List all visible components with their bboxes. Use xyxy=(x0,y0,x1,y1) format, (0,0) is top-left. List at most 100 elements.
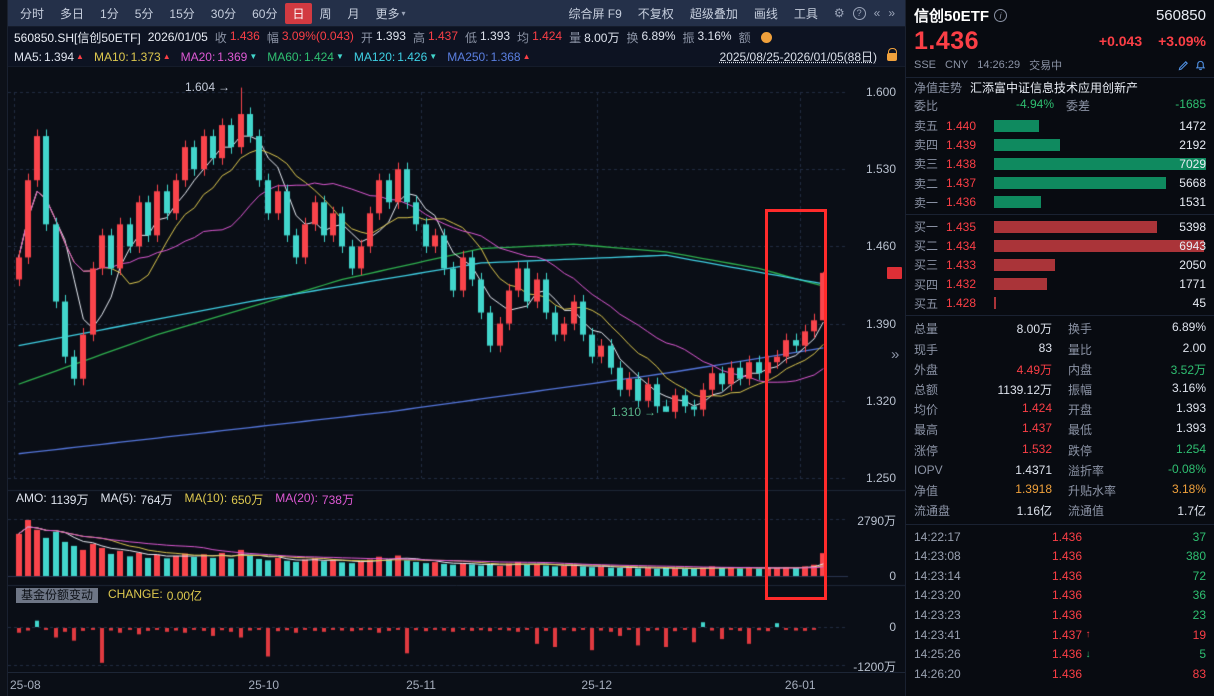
orderbook-price[interactable]: 1.435 xyxy=(946,219,977,234)
period-tab-7[interactable]: 日 xyxy=(285,2,312,24)
quote-field-7: 换 6.89% xyxy=(626,29,675,46)
tick-row: 14:23:20 1.436 36 xyxy=(906,586,1214,606)
quote-field-value: 1.393 xyxy=(375,28,406,43)
help-icon[interactable]: ? xyxy=(852,6,866,20)
orderbook-price[interactable]: 1.438 xyxy=(946,156,977,171)
price-change-pct: +3.09% xyxy=(1158,33,1206,49)
stat-label: 外盘 xyxy=(914,362,939,377)
stat-label: 涨停 xyxy=(914,443,939,458)
toolbar-button-1[interactable]: 不复权 xyxy=(637,6,674,21)
period-tab-label: 周 xyxy=(319,6,332,21)
depth-bar xyxy=(994,220,1158,233)
stat-value: 1.16亿 xyxy=(1016,504,1052,519)
stat-label: 流通盘 xyxy=(914,504,951,519)
period-tab-0[interactable]: 分时 xyxy=(12,3,52,24)
x-axis-label: 25-12 xyxy=(581,678,613,692)
volume-legend-value: 1139万 xyxy=(50,493,89,507)
tick-row: 14:23:14 1.436 72 xyxy=(906,566,1214,586)
period-tab-6[interactable]: 60分 xyxy=(244,3,285,24)
stat-label: 最高 xyxy=(914,423,939,438)
tick-arrow-icon: ↓ xyxy=(1085,648,1091,660)
ma-item-1: MA10: 1.373 ▲ xyxy=(94,50,171,64)
orderbook-price[interactable]: 1.434 xyxy=(946,238,977,253)
quote-field-label: 换 xyxy=(626,30,639,45)
nav-label: 净值走势 xyxy=(914,80,963,95)
info-icon[interactable]: i xyxy=(994,9,1008,22)
ma-indicator-bar: MA5: 1.394 ▲ MA10: 1.373 ▲ MA20: 1.369 ▼ MA60: 1.4… xyxy=(8,47,905,67)
candlestick-canvas[interactable] xyxy=(8,67,905,672)
ma-item-2: MA20: 1.369 ▼ xyxy=(181,50,258,64)
fund-axis-zero: 0 xyxy=(889,620,896,634)
orderbook-price[interactable]: 1.428 xyxy=(946,296,977,311)
volume-legend-value: 650万 xyxy=(231,493,264,507)
orderbook-price[interactable]: 1.439 xyxy=(946,137,977,152)
period-tab-8[interactable]: 周 xyxy=(312,3,340,24)
toolbar-button-3[interactable]: 画线 xyxy=(753,6,778,21)
stat-cell: 均价 1.424 xyxy=(906,401,1060,418)
tick-volume: 19 xyxy=(1192,627,1206,642)
period-tab-3[interactable]: 5分 xyxy=(127,3,162,24)
period-tab-10[interactable]: 更多 ▾ xyxy=(368,3,414,24)
ma-value: 1.424 xyxy=(303,49,334,64)
left-collapsed-panel[interactable] xyxy=(0,0,8,696)
time-axis: 25-08 25-10 25-11 25-12 26-01 xyxy=(8,672,905,696)
ma-trend-arrow: ▲ xyxy=(522,52,531,61)
bell-icon[interactable] xyxy=(1195,60,1206,71)
toolbar-button-0[interactable]: 综合屏 F9 xyxy=(568,6,622,21)
chevron-left-icon[interactable]: « xyxy=(873,6,881,20)
orderbook-level-label: 卖一 xyxy=(914,195,939,210)
period-tab-4[interactable]: 15分 xyxy=(161,3,202,24)
toolbar-button-2[interactable]: 超级叠加 xyxy=(689,6,738,21)
orderbook-price[interactable]: 1.440 xyxy=(946,118,977,133)
tick-row: 14:23:41 1.437 ↑ 19 xyxy=(906,625,1214,645)
volume-legend-item: AMO: 1139万 xyxy=(16,491,88,508)
panel-collapse-button[interactable]: » xyxy=(891,346,900,363)
orderbook-level-label: 买一 xyxy=(914,220,939,235)
fund-change-label: CHANGE: xyxy=(108,587,163,601)
edit-icon[interactable] xyxy=(1178,60,1189,71)
orderbook-volume: 6943 xyxy=(1179,238,1206,253)
fund-name: 信创50ETF xyxy=(914,8,990,25)
quote-field-8: 振 3.16% xyxy=(683,29,732,46)
fund-full-name-link[interactable]: 汇添富中证信息技术应用创新产 xyxy=(970,80,1139,95)
period-tab-2[interactable]: 1分 xyxy=(92,3,127,24)
gear-icon[interactable]: ⚙ xyxy=(833,6,845,20)
quote-field-label: 幅 xyxy=(266,30,279,45)
date-range-selector[interactable]: 2025/08/25-2026/01/05(88日) xyxy=(719,50,877,64)
tick-list[interactable]: 14:22:17 1.436 37 14:23:08 1.436 380 14:23:14 1… xyxy=(906,525,1214,696)
ma-values: MA5: 1.394 ▲ MA10: 1.373 ▲ MA20: 1.369 ▼ MA60: 1.4… xyxy=(14,50,531,64)
quote-field-1: 幅 3.09%(0.043) xyxy=(267,29,354,46)
ma-item-4: MA120: 1.426 ▼ xyxy=(354,50,437,64)
ma-value: 1.426 xyxy=(397,49,428,64)
orderbook-price[interactable]: 1.432 xyxy=(946,277,977,292)
nav-row: 净值走势 汇添富中证信息技术应用创新产 xyxy=(906,78,1214,96)
depth-bar xyxy=(994,138,1060,151)
bid-order-book: 买一 1.435 5398 买二 1.434 6943 买三 1.433 2050 买四 1.432… xyxy=(906,215,1214,316)
orderbook-price[interactable]: 1.433 xyxy=(946,257,977,272)
period-tab-1[interactable]: 多日 xyxy=(52,3,92,24)
toolbar-button-4[interactable]: 工具 xyxy=(793,6,818,21)
volume-legend-label: MA(20): xyxy=(275,491,318,505)
tick-volume: 380 xyxy=(1185,549,1206,564)
period-tab-label: 60分 xyxy=(252,6,278,21)
depth-bar-wrap: 45 xyxy=(994,296,1206,310)
stat-value: 2.00 xyxy=(1182,340,1206,355)
tick-price: 1.436 xyxy=(1051,607,1082,622)
high-annotation: 1.604 → xyxy=(174,80,230,94)
tick-row: 14:23:23 1.436 23 xyxy=(906,605,1214,625)
period-tab-9[interactable]: 月 xyxy=(340,3,368,24)
lock-icon[interactable] xyxy=(887,47,897,61)
orderbook-level-label: 卖四 xyxy=(914,138,939,153)
orderbook-price[interactable]: 1.437 xyxy=(946,176,977,191)
highlight-annotation-box[interactable] xyxy=(765,209,827,600)
period-tab-5[interactable]: 30分 xyxy=(203,3,244,24)
arrow-right-icon: → xyxy=(218,80,230,94)
last-price: 1.436 xyxy=(914,26,980,55)
orderbook-volume: 2192 xyxy=(1179,137,1206,152)
ma-label: MA5: xyxy=(14,49,43,64)
chevron-right-icon[interactable]: » xyxy=(888,6,895,20)
low-annotation: 1.310 → xyxy=(600,405,656,419)
tick-row: 14:22:17 1.436 37 xyxy=(906,527,1214,547)
price-axis-tick: 1.390 xyxy=(865,317,896,331)
orderbook-price[interactable]: 1.436 xyxy=(946,195,977,210)
